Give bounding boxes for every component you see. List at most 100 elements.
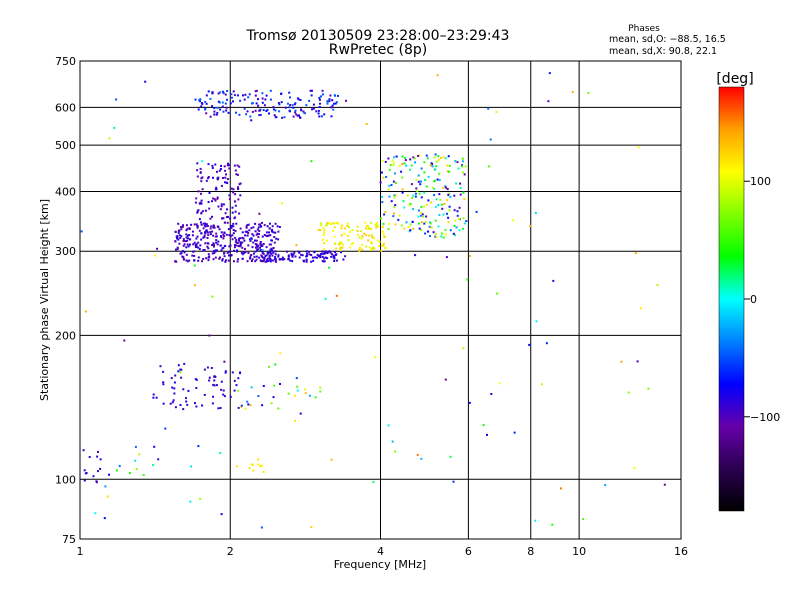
data-point — [390, 184, 393, 186]
data-point — [241, 241, 244, 244]
data-point — [188, 259, 191, 262]
data-point — [185, 229, 188, 232]
data-point — [465, 220, 468, 222]
data-point — [382, 222, 385, 225]
data-point — [292, 253, 295, 256]
data-point — [194, 284, 196, 287]
data-point — [230, 187, 233, 190]
data-point — [428, 225, 431, 228]
data-point — [310, 94, 313, 97]
data-point — [216, 107, 219, 109]
data-point — [337, 94, 339, 97]
data-point — [207, 90, 210, 93]
data-point — [208, 376, 211, 379]
data-point — [242, 94, 244, 97]
data-point — [215, 239, 218, 242]
data-point — [380, 249, 383, 252]
data-point — [269, 234, 272, 237]
data-point — [634, 252, 637, 255]
data-point — [182, 244, 185, 247]
data-point — [333, 226, 336, 229]
data-point — [205, 179, 208, 182]
data-point — [409, 223, 412, 226]
data-point — [365, 234, 368, 237]
data-point — [368, 246, 371, 249]
data-point — [200, 105, 203, 108]
data-point — [340, 227, 343, 230]
data-point — [203, 236, 206, 239]
data-point — [264, 260, 267, 263]
data-point — [204, 232, 207, 235]
data-point — [224, 371, 227, 374]
data-point — [215, 113, 218, 116]
data-point — [435, 198, 438, 201]
data-point — [489, 138, 492, 141]
data-point — [633, 467, 636, 470]
data-point — [239, 371, 242, 374]
data-point — [199, 171, 202, 174]
data-point — [374, 223, 377, 226]
data-point — [215, 232, 218, 235]
data-point — [209, 97, 212, 100]
data-point — [425, 185, 428, 188]
data-point — [271, 225, 274, 228]
chart-subtitle: RwPretec (8p) — [329, 42, 427, 58]
data-point — [188, 238, 191, 241]
data-point — [446, 164, 449, 167]
data-point — [193, 264, 196, 267]
data-point — [96, 455, 99, 458]
data-point — [231, 206, 234, 209]
data-point — [435, 235, 438, 238]
y-tick-label: 500 — [55, 139, 76, 152]
data-point — [318, 106, 321, 108]
data-point — [321, 93, 324, 96]
data-point — [193, 259, 196, 262]
data-point — [222, 389, 225, 392]
data-point — [346, 224, 349, 227]
data-point — [383, 213, 386, 216]
data-point — [202, 258, 205, 260]
data-point — [370, 241, 373, 244]
data-point — [213, 245, 215, 248]
data-point — [379, 181, 382, 184]
data-point — [258, 230, 261, 232]
colorbar-fill — [718, 86, 745, 512]
data-point — [341, 243, 344, 246]
data-point — [243, 98, 246, 101]
data-point — [226, 90, 229, 92]
data-point — [265, 94, 268, 97]
data-point — [182, 256, 185, 259]
data-point — [587, 91, 590, 94]
data-point — [315, 256, 318, 259]
data-point — [237, 258, 240, 261]
data-point — [152, 393, 155, 396]
data-point — [193, 254, 196, 257]
data-point — [541, 383, 543, 386]
data-point — [323, 231, 326, 234]
data-point — [401, 176, 404, 179]
data-point — [264, 255, 267, 258]
data-point — [213, 379, 216, 382]
data-point — [647, 387, 650, 390]
data-point — [444, 233, 447, 236]
data-point — [261, 244, 264, 247]
data-point — [97, 470, 99, 473]
data-point — [108, 473, 110, 476]
data-point — [404, 159, 407, 162]
data-point — [186, 237, 189, 240]
data-point — [404, 157, 407, 159]
data-point — [370, 249, 372, 251]
data-point — [177, 364, 180, 367]
data-point — [398, 164, 401, 167]
data-point — [490, 393, 493, 395]
data-point — [289, 259, 292, 262]
phase-stats-o: mean, sd,O: −88.5, 16.5 — [609, 34, 726, 45]
data-point — [441, 207, 444, 210]
data-point — [279, 352, 282, 355]
data-point — [223, 360, 226, 363]
data-point — [444, 157, 447, 160]
data-point — [458, 229, 461, 232]
data-point — [286, 250, 288, 253]
data-point — [382, 233, 385, 236]
data-point — [195, 197, 198, 200]
